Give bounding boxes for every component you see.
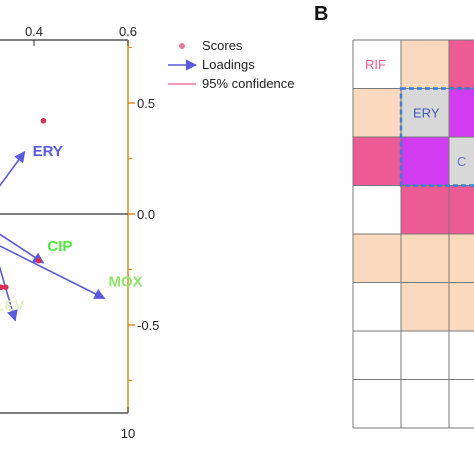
heatmap-cell <box>449 88 474 137</box>
top-tick-label: 0.6 <box>119 24 137 39</box>
loading-arrow-mox <box>0 245 106 300</box>
heatmap-cell <box>353 137 401 186</box>
panel-a-legend: Scores Loadings 95% confidence <box>168 38 295 91</box>
loading-label-mox: MOX <box>109 273 143 290</box>
heatmap-cell <box>353 234 401 283</box>
heatmap-cell <box>401 185 449 234</box>
heatmap-cell <box>449 331 474 380</box>
heatmap-cell <box>401 88 449 137</box>
loading-label-cip: CIP <box>47 238 72 255</box>
heatmap-cell <box>401 234 449 283</box>
panel-a-axes <box>0 39 129 414</box>
highlight-box <box>399 87 474 187</box>
heatmap-cell <box>353 379 401 428</box>
heatmap-cell <box>401 40 449 89</box>
heatmap-cell <box>401 137 449 186</box>
legend-label: Scores <box>202 38 243 53</box>
heatmap-cell <box>353 331 401 380</box>
bottom-tick-label: 10 <box>121 426 135 441</box>
heatmap-cell <box>353 40 401 89</box>
heatmap-cell <box>449 234 474 283</box>
heatmap-cell <box>449 379 474 428</box>
legend-label: 95% confidence <box>202 76 295 91</box>
heatmap-cell <box>401 379 449 428</box>
heatmap-cell <box>449 282 474 331</box>
loading-label-lev: LEV <box>0 298 24 315</box>
cell-label-rif: RIF <box>365 57 386 72</box>
heatmap-cell <box>449 137 474 186</box>
panel-a-ticks: 0.4 0.6 10 0.5 0.0 -0.5 <box>25 24 159 441</box>
loading-arrow-cip <box>0 233 45 264</box>
heatmap-cell <box>449 40 474 89</box>
panel-b: B RIF ERY C <box>314 3 474 429</box>
top-tick-label: 0.4 <box>25 24 43 39</box>
panel-b-labels: RIF ERY C <box>365 57 466 169</box>
heatmap-cell <box>353 282 401 331</box>
right-tick-label: 0.5 <box>137 96 155 111</box>
score-point <box>35 257 42 264</box>
loading-arrow-ery <box>0 150 26 187</box>
legend-marker-scores <box>179 43 185 49</box>
heatmap-cell <box>353 88 401 137</box>
right-tick-label: 0.0 <box>137 207 155 222</box>
right-tick-label: -0.5 <box>137 318 159 333</box>
cell-label-c: C <box>457 154 466 169</box>
score-point <box>2 284 9 291</box>
heatmap-cell <box>401 282 449 331</box>
heatmap-cell <box>353 185 401 234</box>
panel-b-cells <box>353 40 474 428</box>
cell-label-ery: ERY <box>413 106 440 121</box>
panel-a-marks: CLAERYCIPMOXLEV <box>0 59 143 322</box>
score-point <box>0 284 4 291</box>
legend-label: Loadings <box>202 57 255 72</box>
score-point <box>40 117 47 124</box>
heatmap-cell <box>449 185 474 234</box>
heatmap-cell <box>401 331 449 380</box>
loading-label-ery: ERY <box>33 143 63 160</box>
panel-b-letter: B <box>314 3 328 25</box>
panel-b-grid <box>352 39 474 429</box>
